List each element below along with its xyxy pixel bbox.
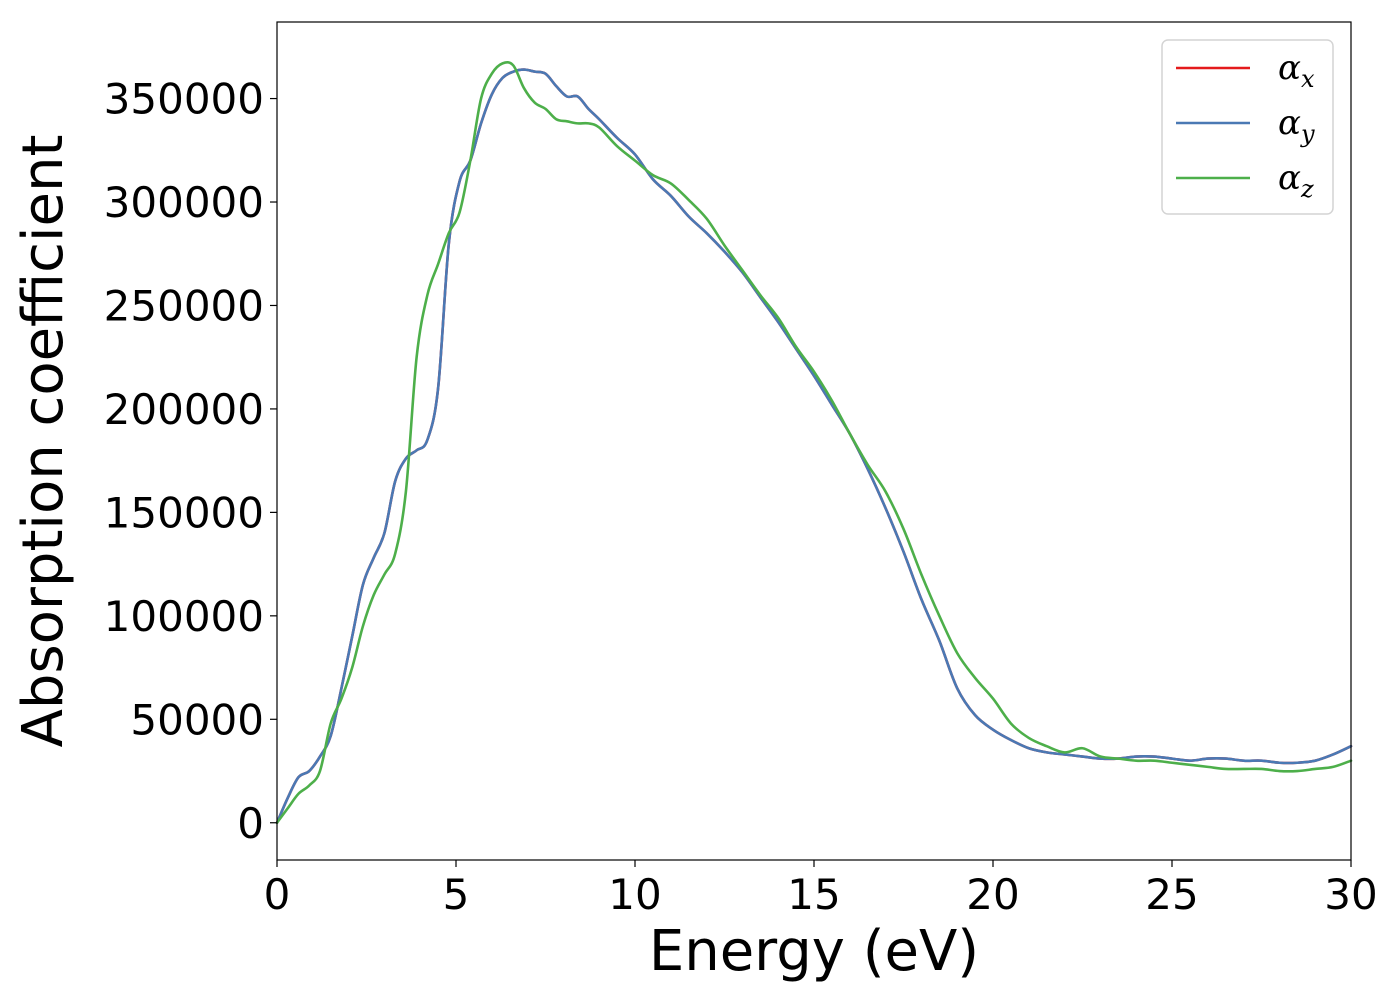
- legend-frame: [1161, 39, 1334, 215]
- y-tick-label: 300000: [104, 178, 264, 227]
- x-tick-label: 0: [264, 870, 291, 919]
- y-tick-label: 250000: [104, 281, 264, 330]
- x-tick-label: 30: [1324, 870, 1377, 919]
- y-tick-label: 100000: [104, 592, 264, 641]
- x-tick-label: 25: [1145, 870, 1198, 919]
- y-tick-label: 50000: [130, 695, 264, 744]
- series-line-alpha-y: [275, 68, 1353, 825]
- y-tick-label: 200000: [104, 385, 264, 434]
- y-axis-ticks: 0 50000 100000 150000 200000 250000 300000 3500…: [104, 75, 277, 848]
- y-tick-label: 350000: [104, 75, 264, 124]
- legend-label-alpha-y: αy: [1278, 103, 1315, 148]
- series-line-alpha-z: [275, 61, 1353, 825]
- x-tick-label: 10: [608, 870, 661, 919]
- legend: αx αy αz: [1161, 39, 1334, 215]
- legend-label-alpha-x: αx: [1278, 48, 1315, 93]
- x-tick-label: 20: [966, 870, 1019, 919]
- x-tick-label: 5: [443, 870, 470, 919]
- x-axis-label: Energy (eV): [649, 919, 979, 984]
- y-tick-label: 150000: [104, 488, 264, 537]
- legend-label-alpha-z: αz: [1278, 158, 1314, 203]
- series-layer: [275, 61, 1353, 825]
- y-tick-label: 0: [237, 799, 264, 848]
- x-axis-ticks: 0 5 10 15 20 25 30: [264, 860, 1378, 919]
- x-tick-label: 15: [787, 870, 840, 919]
- y-axis-label: Absorption coefficient: [11, 135, 76, 748]
